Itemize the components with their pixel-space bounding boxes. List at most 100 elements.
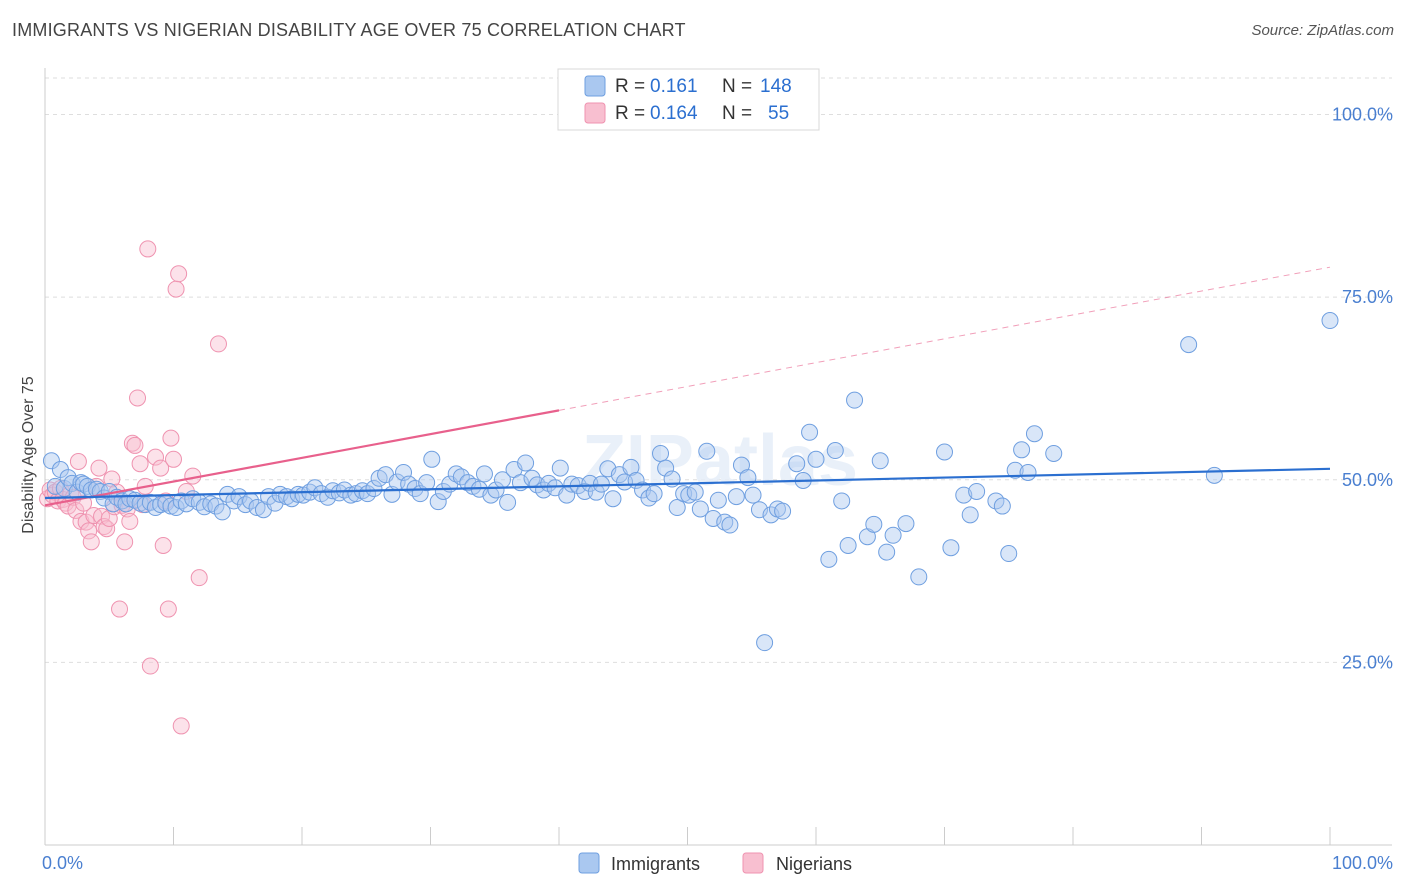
immigrants-point-127	[744, 486, 762, 504]
legend-n-value-2: 55	[768, 103, 789, 124]
legend-swatch-nigerians	[584, 102, 606, 124]
legend-r-label-2: R =	[615, 103, 645, 124]
immigrants-point-94	[551, 459, 569, 477]
immigrants-point-143	[865, 515, 883, 533]
legend-n-label-1: N =	[722, 76, 752, 97]
x-tick-label-1: 100.0%	[1332, 853, 1393, 873]
immigrants-point-137	[820, 550, 838, 568]
nigerians-point-35	[129, 389, 147, 407]
immigrants-point-141	[846, 391, 864, 409]
y-tick-label-1: 75.0%	[1342, 287, 1393, 307]
immigrants-point-74	[434, 482, 452, 500]
immigrants-point-164	[1321, 312, 1339, 330]
immigrants-point-151	[955, 486, 973, 504]
immigrants-point-76	[447, 465, 465, 483]
nigerians-point-54	[209, 335, 227, 353]
immigrants-point-129	[756, 634, 774, 652]
immigrants-point-62	[365, 480, 383, 498]
nigerians-point-53	[190, 569, 208, 587]
immigrants-point-77	[452, 468, 470, 486]
bottom-legend-nigerians: Nigerians	[776, 854, 852, 874]
nigerians-point-40	[141, 657, 159, 675]
immigrants-point-114	[668, 499, 686, 517]
nigerians-point-20	[90, 459, 108, 477]
immigrants-point-83	[487, 481, 505, 499]
immigrants-point-133	[788, 455, 806, 473]
immigrants-point-162	[1180, 336, 1198, 354]
x-tick-label-0: 0.0%	[42, 853, 83, 873]
legend-r-value-2: 0.164	[650, 103, 698, 124]
immigrants-point-161	[1045, 444, 1063, 462]
grid-lines	[45, 77, 1392, 663]
nigerians-point-50	[172, 717, 190, 735]
y-tick-label-3: 25.0%	[1342, 652, 1393, 672]
nigerians-point-36	[131, 455, 149, 473]
correlation-legend: R = 0.161 N = 148 R = 0.164 N = 55	[557, 68, 820, 131]
nigerians-point-25	[103, 470, 121, 488]
series-legend: Immigrants Nigerians	[578, 852, 852, 874]
immigrants-point-152	[961, 506, 979, 524]
immigrants-point-158	[1013, 441, 1031, 459]
nigerians-point-48	[167, 280, 185, 298]
immigrants-point-121	[709, 491, 727, 509]
bottom-legend-swatch-nigerians	[742, 852, 764, 874]
nigerians-point-43	[154, 537, 172, 555]
legend-r-label-1: R =	[615, 76, 645, 97]
y-tick-label-2: 50.0%	[1342, 470, 1393, 490]
immigrants-point-156	[1000, 545, 1018, 563]
nigerians-point-17	[82, 533, 100, 551]
nigerians-point-47	[165, 450, 182, 468]
immigrants-point-0	[42, 452, 60, 470]
legend-r-value-1: 0.161	[650, 76, 698, 97]
immigrants-point-35	[207, 497, 225, 515]
tick-labels: 100.0% 75.0% 50.0% 25.0% 0.0% 100.0%	[42, 105, 1393, 873]
immigrants-point-153	[968, 482, 986, 500]
nigerians-point-41	[147, 448, 165, 466]
immigrants-point-36	[213, 503, 231, 521]
immigrants-point-88	[517, 454, 535, 472]
nigerians-point-45	[159, 600, 177, 618]
immigrants-point-159	[1019, 463, 1037, 481]
immigrants-point-111	[652, 444, 670, 462]
immigrants-point-106	[622, 458, 640, 476]
immigrants-point-139	[833, 492, 851, 510]
immigrants-point-71	[418, 474, 436, 492]
immigrants-point-119	[698, 442, 716, 460]
nigerians-point-46	[162, 429, 180, 447]
nigerians-point-12	[69, 453, 87, 470]
immigrants-point-72	[423, 450, 441, 468]
immigrants-point-132	[774, 502, 792, 520]
immigrants-point-81	[475, 465, 493, 483]
nigerians-point-39	[139, 240, 157, 258]
nigerians-point-33	[123, 434, 141, 452]
immigrants-point-147	[897, 515, 915, 533]
nigerians-point-28	[111, 600, 129, 618]
nigerians-point-23	[98, 520, 116, 538]
nigerians-point-49	[170, 265, 188, 283]
immigrants-point-157	[1006, 461, 1024, 479]
immigrants-point-110	[645, 485, 663, 503]
bottom-legend-immigrants: Immigrants	[611, 854, 700, 874]
nigerians-trend-line	[44, 409, 560, 507]
y-axis-label: Disability Age Over 75	[20, 376, 37, 534]
immigrants-point-155	[993, 497, 1011, 515]
immigrants-point-103	[604, 490, 622, 508]
legend-n-value-1: 148	[760, 76, 792, 97]
immigrants-point-23	[141, 493, 159, 511]
immigrants-point-96	[563, 475, 581, 493]
nigerians-point-16	[80, 522, 98, 540]
nigerians-point-22	[95, 518, 113, 536]
y-tick-label-0: 100.0%	[1332, 105, 1393, 125]
immigrants-point-160	[1025, 425, 1043, 443]
immigrants-point-146	[884, 526, 902, 544]
immigrants-point-144	[871, 452, 889, 470]
immigrants-point-148	[910, 568, 928, 586]
immigrants-point-145	[878, 543, 896, 561]
immigrants-point-123	[721, 516, 739, 534]
nigerians-point-42	[152, 459, 170, 477]
immigrants-point-140	[839, 537, 857, 555]
immigrants-point-112	[657, 459, 675, 477]
immigrants-point-117	[686, 483, 704, 501]
nigerians-point-32	[121, 512, 139, 530]
